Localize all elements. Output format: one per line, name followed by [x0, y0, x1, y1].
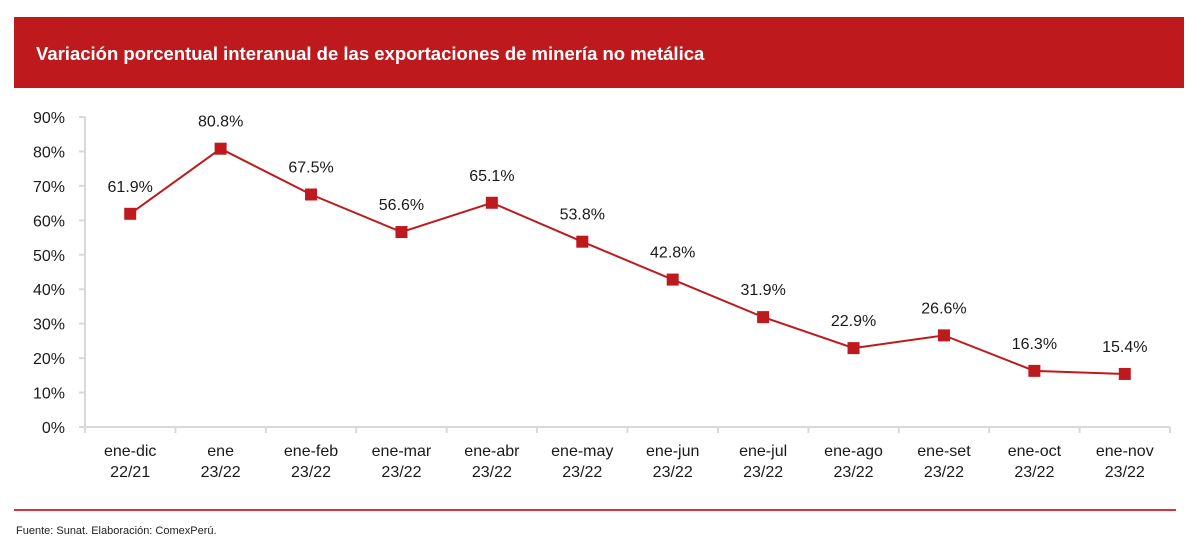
- data-point-marker: [666, 273, 679, 286]
- y-tick-label: 10%: [33, 386, 65, 403]
- data-labels: 61.9% 80.8% 67.5% 56.6% 65.1% 53.8% 42.8% 31.9%…: [108, 114, 1148, 356]
- x-tick-label: ene-oct: [1008, 443, 1062, 460]
- x-tick-label: ene-nov: [1096, 443, 1154, 460]
- x-tick-label-period: 23/22: [381, 464, 421, 481]
- chart-title: Variación porcentual interanual de las e…: [36, 43, 705, 64]
- x-tick-label-period: 23/22: [653, 464, 693, 481]
- data-point-marker: [937, 329, 950, 342]
- x-tick-label: ene: [207, 443, 234, 460]
- y-tick-label: 50%: [33, 248, 65, 265]
- x-tick-label-period: 23/22: [562, 464, 602, 481]
- x-tick-label-period: 22/21: [110, 464, 150, 481]
- x-tick-label: ene-ago: [824, 443, 883, 460]
- y-tick-label: 90%: [33, 110, 65, 127]
- data-point-marker: [214, 142, 227, 155]
- data-label: 61.9%: [108, 179, 153, 196]
- data-point-marker: [395, 226, 408, 239]
- x-tick-label: ene-abr: [464, 443, 520, 460]
- data-point-marker: [576, 235, 589, 248]
- data-point-marker: [485, 196, 498, 209]
- data-label: 42.8%: [650, 245, 695, 262]
- x-tick-label: ene-may: [551, 443, 613, 460]
- data-label: 65.1%: [469, 168, 514, 185]
- data-point-marker: [124, 207, 137, 220]
- x-tick-label-period: 23/22: [291, 464, 331, 481]
- x-tick-label: ene-jul: [739, 443, 787, 460]
- data-point-marker: [1028, 364, 1041, 377]
- series-line-group: [124, 142, 1131, 380]
- x-tick-label-period: 23/22: [924, 464, 964, 481]
- y-tick-label: 70%: [33, 179, 65, 196]
- y-tick-label: 60%: [33, 213, 65, 230]
- x-tick-label: ene-set: [917, 443, 971, 460]
- x-axis-ticks: ene-dic 22/21 ene 23/22 ene-feb 23/22 ene-mar 2…: [84, 427, 1171, 481]
- data-label: 67.5%: [288, 160, 333, 177]
- source-note: Fuente: Sunat. Elaboración: ComexPerú.: [16, 525, 217, 537]
- data-point-marker: [757, 311, 770, 324]
- x-tick-label: ene-mar: [372, 443, 432, 460]
- data-label: 53.8%: [560, 207, 605, 224]
- y-tick-label: 80%: [33, 144, 65, 161]
- data-label: 15.4%: [1102, 339, 1147, 356]
- data-label: 56.6%: [379, 197, 424, 214]
- data-label: 22.9%: [831, 313, 876, 330]
- series-line: [129, 147, 1125, 375]
- x-tick-label-period: 23/22: [834, 464, 874, 481]
- data-point-marker: [1118, 367, 1131, 380]
- x-tick-label: ene-dic: [104, 443, 156, 460]
- x-tick-label-period: 23/22: [1105, 464, 1145, 481]
- data-label: 80.8%: [198, 114, 243, 131]
- y-tick-label: 30%: [33, 317, 65, 334]
- data-point-marker: [847, 342, 860, 355]
- chart-title-banner: Variación porcentual interanual de las e…: [14, 17, 1184, 88]
- y-tick-label: 40%: [33, 282, 65, 299]
- data-label: 16.3%: [1012, 336, 1057, 353]
- y-tick-label: 0%: [42, 420, 65, 437]
- footer-divider: [14, 509, 1176, 511]
- data-label: 31.9%: [740, 282, 785, 299]
- data-label: 26.6%: [921, 300, 966, 317]
- data-point-marker: [305, 188, 318, 201]
- x-tick-label: ene-feb: [284, 443, 338, 460]
- x-tick-label-period: 23/22: [472, 464, 512, 481]
- x-tick-label-period: 23/22: [1014, 464, 1054, 481]
- y-tick-label: 20%: [33, 351, 65, 368]
- y-axis-ticks: 0% 10% 20% 30% 40% 50% 60% 70% 80% 90%: [33, 110, 85, 437]
- x-tick-label-period: 23/22: [743, 464, 783, 481]
- x-tick-label: ene-jun: [646, 443, 699, 460]
- x-tick-label-period: 23/22: [201, 464, 241, 481]
